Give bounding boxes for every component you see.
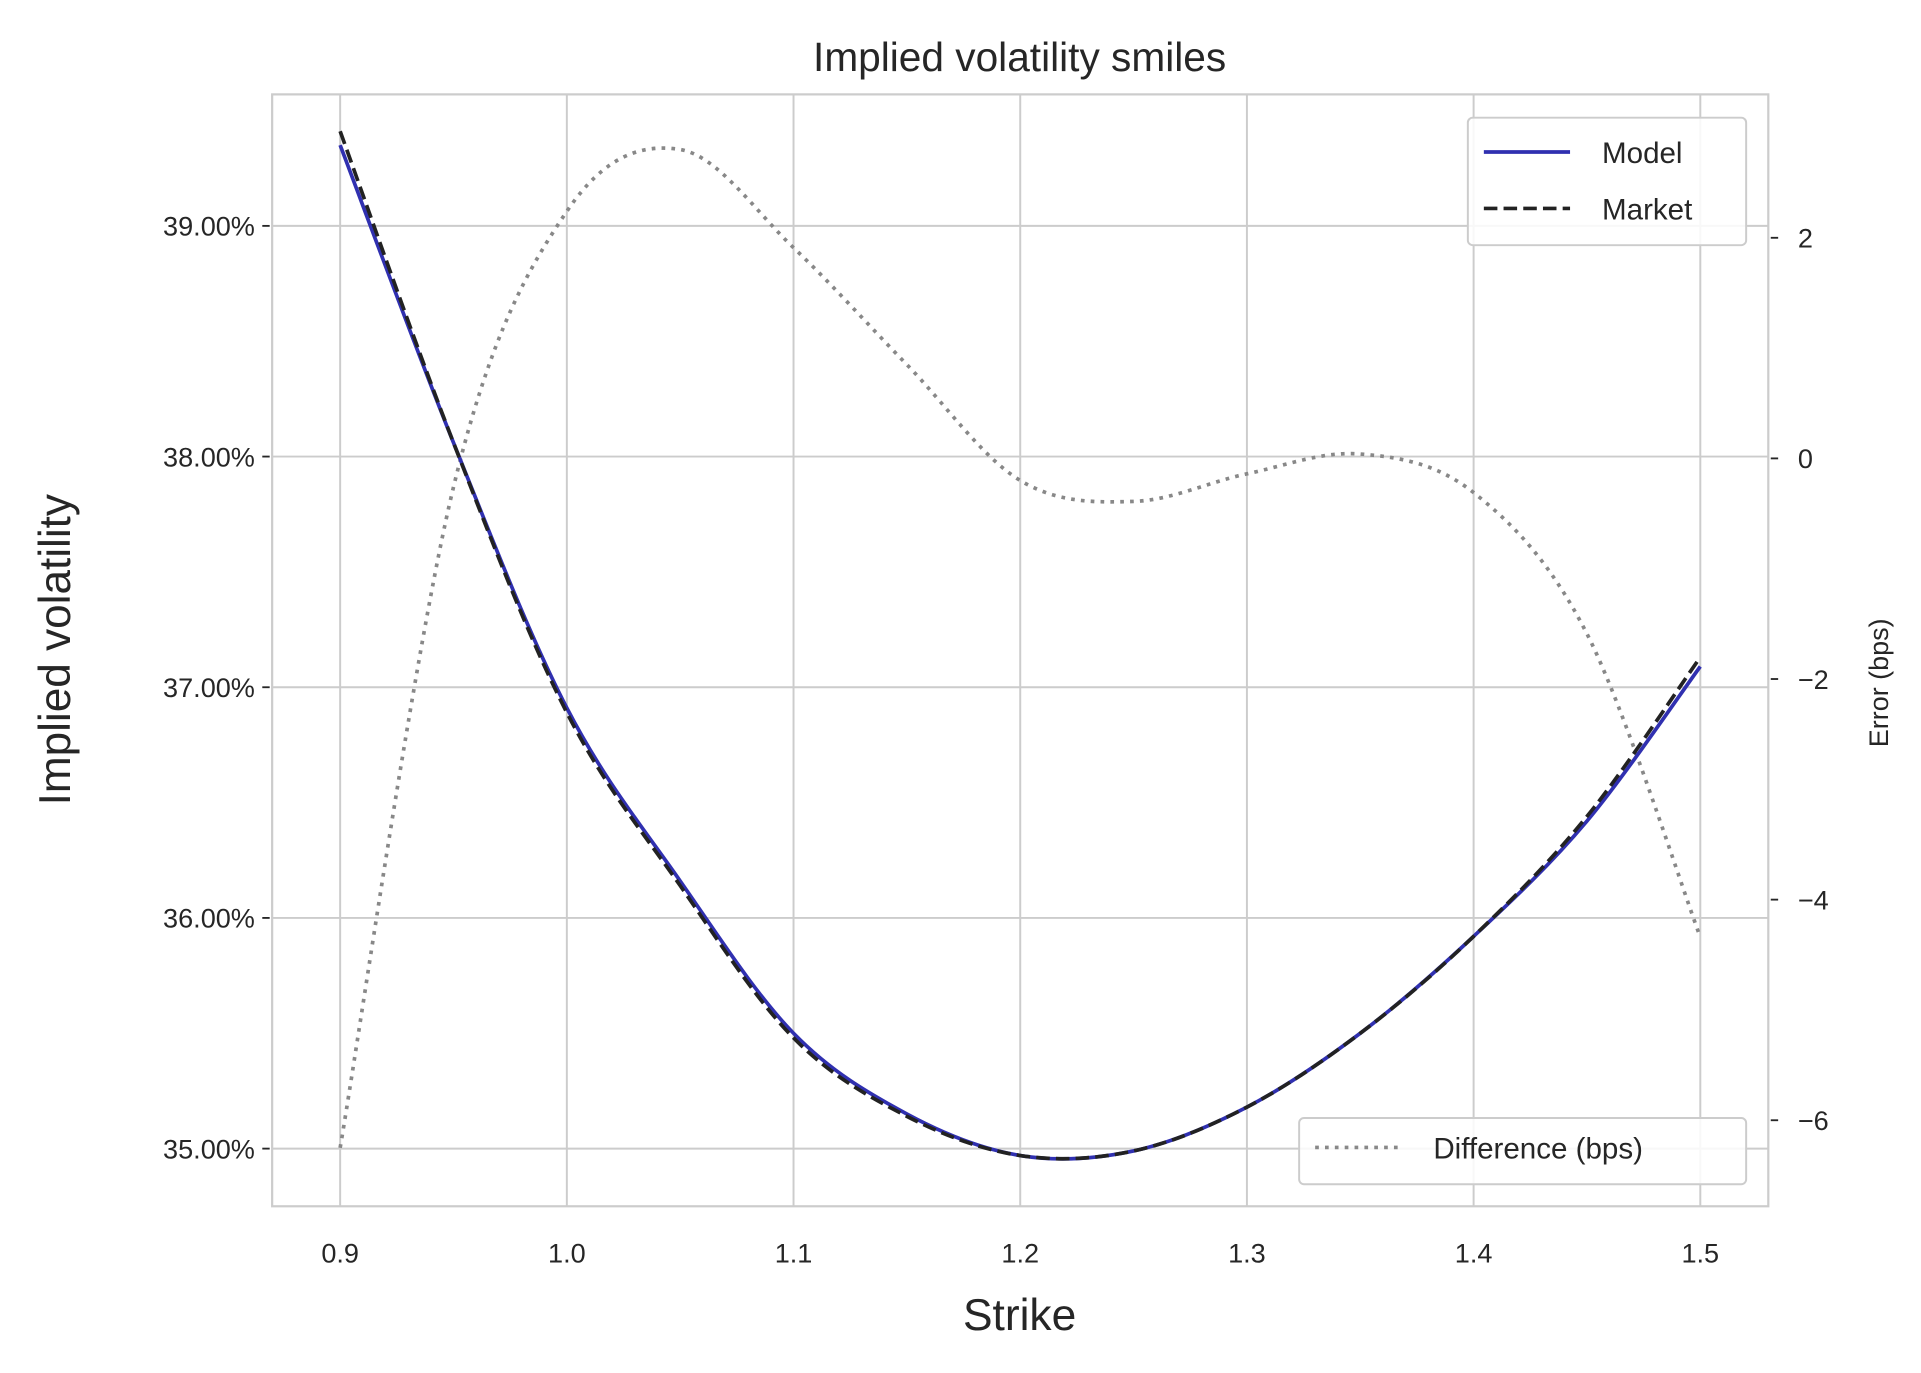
y2-tick-label: −2 <box>1798 665 1829 695</box>
grid <box>272 94 1769 1207</box>
x-tick-label: 1.0 <box>548 1239 586 1269</box>
series-lines <box>338 130 1703 1161</box>
y-tick-label: 35.00% <box>163 1134 255 1164</box>
x-axis-label: Strike <box>963 1291 1076 1340</box>
x-tick-label: 1.3 <box>1228 1239 1266 1269</box>
chart-title: Implied volatility smiles <box>813 34 1226 80</box>
y-tick-label: 38.00% <box>163 442 255 472</box>
y-tick-label: 36.00% <box>163 904 255 934</box>
y-tick-label: 37.00% <box>163 673 255 703</box>
legend-box <box>1298 1117 1748 1186</box>
y2-tick-label: 2 <box>1798 224 1813 254</box>
legend-label-model: Model <box>1602 137 1682 170</box>
legend-label-difference: Difference (bps) <box>1433 1133 1643 1166</box>
x-tick-label: 1.2 <box>1001 1239 1039 1269</box>
y-axis-label: Implied volatility <box>31 493 80 805</box>
legend-upper: Model Market <box>1466 116 1748 247</box>
x-tick-label: 1.5 <box>1681 1239 1719 1269</box>
y2-tick-label: −6 <box>1798 1106 1829 1136</box>
legend-lower: Difference (bps) <box>1298 1117 1748 1186</box>
x-tick-label: 1.1 <box>775 1239 813 1269</box>
x-tick-label: 1.4 <box>1455 1239 1493 1269</box>
x-tick-label: 0.9 <box>321 1239 359 1269</box>
legend-box <box>1466 116 1748 247</box>
ticks: 0.9 1.0 1.1 1.2 1.3 1.4 1.5 35.00% 36.00% 37.00% 3… <box>163 212 1829 1269</box>
plot-frame <box>271 93 1770 1208</box>
y2-tick-label: −4 <box>1798 885 1829 915</box>
y2-axis-label: Error (bps) <box>1864 618 1894 747</box>
series-line-market <box>338 130 1702 1161</box>
y2-tick-label: 0 <box>1798 444 1813 474</box>
y-tick-label: 39.00% <box>163 212 255 242</box>
legend-label-market: Market <box>1602 193 1692 226</box>
